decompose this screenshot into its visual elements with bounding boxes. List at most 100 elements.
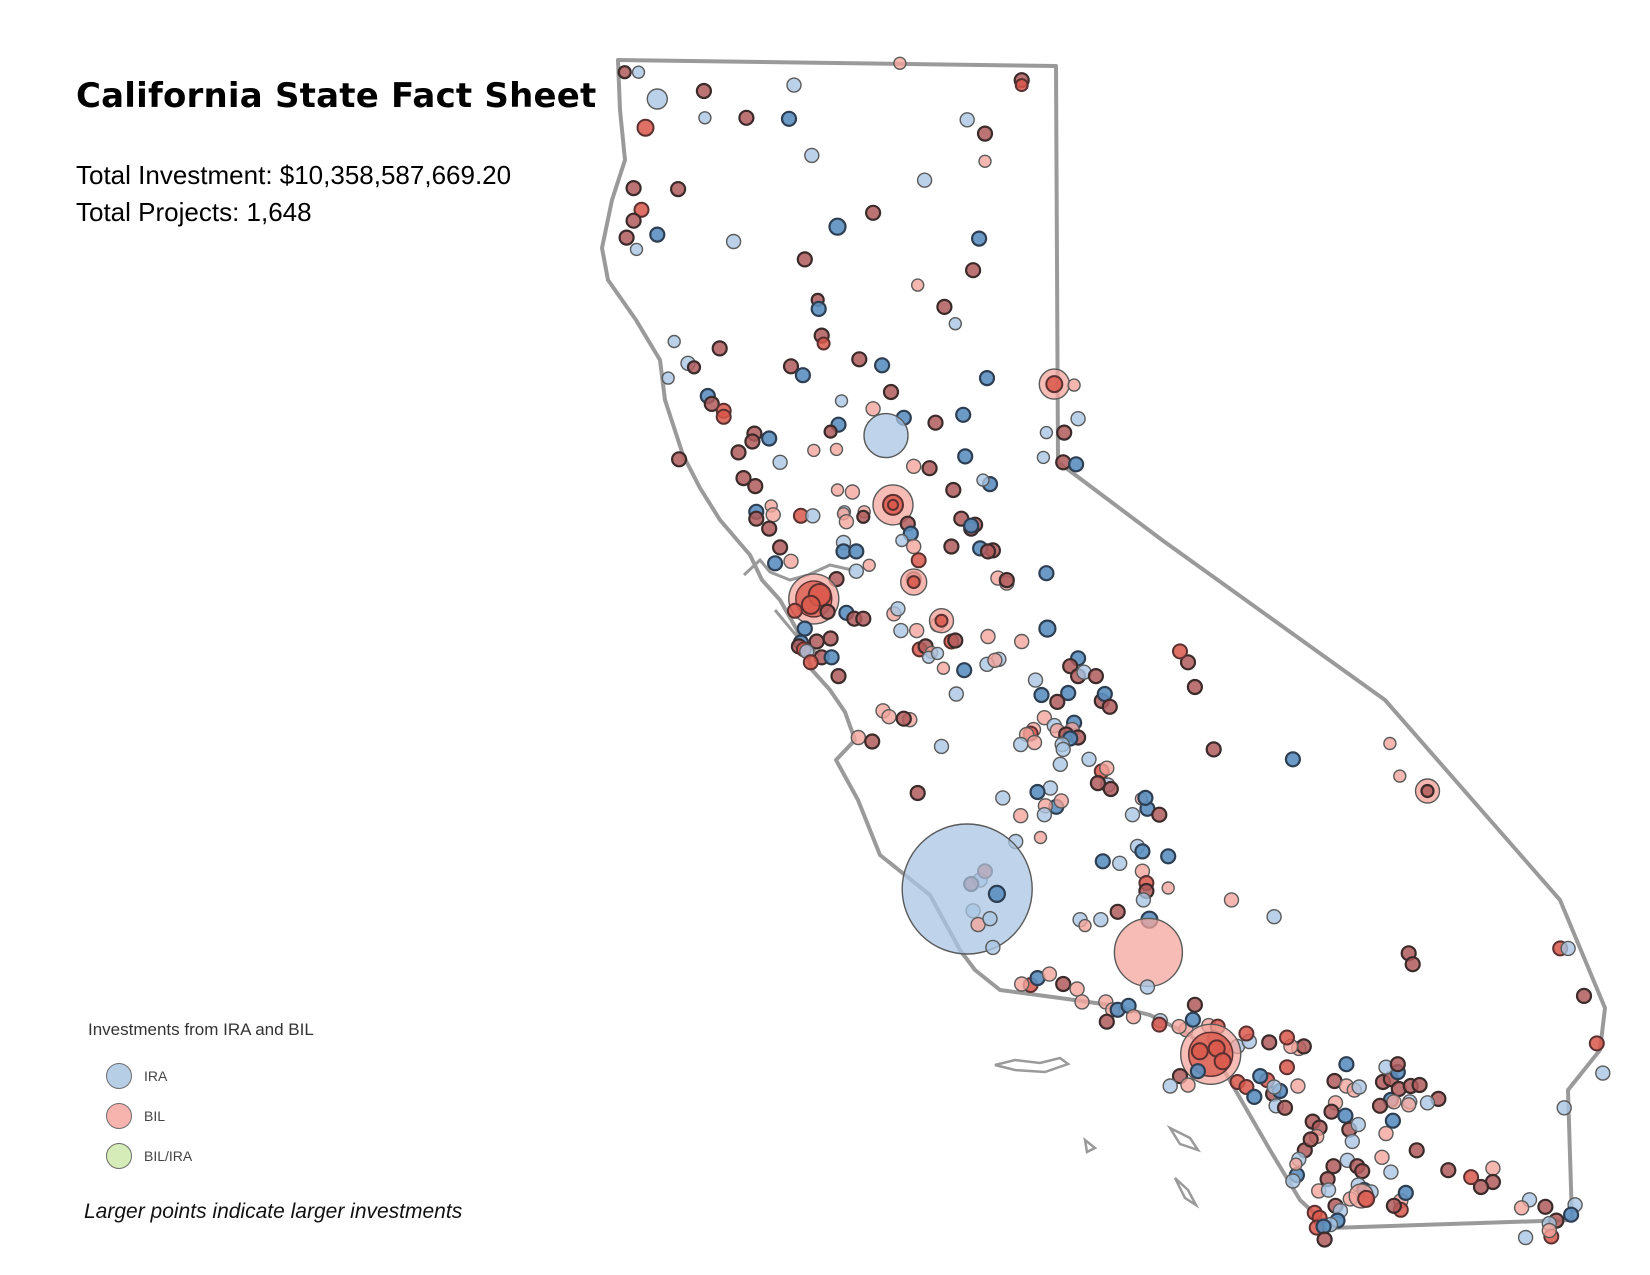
investment-point[interactable]: [823, 424, 838, 439]
investment-point[interactable]: [1411, 1076, 1428, 1094]
investment-point[interactable]: [823, 649, 840, 666]
investment-point[interactable]: [1266, 1079, 1282, 1095]
investment-point[interactable]: [1290, 1078, 1306, 1094]
investment-point[interactable]: [625, 180, 642, 197]
investment-point[interactable]: [909, 784, 926, 802]
investment-point[interactable]: [1161, 881, 1175, 895]
investment-point[interactable]: [976, 125, 994, 142]
investment-point[interactable]: [948, 686, 964, 702]
investment-point[interactable]: [1485, 1160, 1501, 1176]
investment-point[interactable]: [1350, 1116, 1367, 1133]
investment-point[interactable]: [1180, 1077, 1196, 1093]
investment-point[interactable]: [772, 454, 788, 470]
investment-point[interactable]: [980, 628, 996, 645]
investment-point[interactable]: [945, 481, 962, 499]
investment-point[interactable]: [1179, 654, 1197, 671]
investment-point[interactable]: [1089, 774, 1107, 792]
investment-point[interactable]: [1560, 940, 1576, 957]
investment-point[interactable]: [1060, 684, 1077, 702]
investment-point[interactable]: [1316, 1231, 1333, 1248]
investment-point[interactable]: [1113, 917, 1184, 988]
investment-point[interactable]: [943, 538, 960, 555]
investment-point[interactable]: [1383, 1164, 1399, 1180]
investment-point[interactable]: [936, 298, 953, 315]
investment-point[interactable]: [1074, 994, 1090, 1010]
investment-point[interactable]: [1385, 1197, 1403, 1214]
investment-point[interactable]: [828, 217, 847, 236]
investment-point[interactable]: [850, 729, 866, 746]
investment-point[interactable]: [987, 884, 1007, 904]
investment-point[interactable]: [1171, 1018, 1187, 1035]
investment-point[interactable]: [670, 451, 688, 468]
investment-point[interactable]: [1279, 1059, 1295, 1076]
investment-point[interactable]: [1036, 710, 1053, 726]
investment-point[interactable]: [982, 911, 998, 927]
investment-point[interactable]: [851, 351, 868, 368]
investment-point[interactable]: [978, 154, 992, 169]
investment-point[interactable]: [1056, 424, 1073, 441]
investment-point[interactable]: [1109, 903, 1126, 920]
investment-point[interactable]: [698, 111, 712, 125]
investment-point[interactable]: [1325, 1158, 1342, 1175]
investment-point[interactable]: [703, 395, 720, 412]
investment-point[interactable]: [1111, 855, 1128, 871]
investment-point[interactable]: [1053, 793, 1070, 809]
investment-point[interactable]: [995, 790, 1011, 806]
investment-point[interactable]: [906, 458, 922, 474]
investment-point[interactable]: [1595, 1065, 1611, 1081]
investment-point[interactable]: [1344, 1133, 1361, 1150]
investment-point[interactable]: [1337, 1107, 1354, 1124]
investment-point[interactable]: [890, 601, 906, 617]
investment-point[interactable]: [800, 594, 821, 615]
investment-point[interactable]: [1276, 1099, 1294, 1116]
investment-point[interactable]: [1397, 1184, 1414, 1202]
investment-point[interactable]: [1102, 780, 1119, 798]
investment-point[interactable]: [1266, 909, 1282, 925]
investment-point[interactable]: [1556, 1100, 1572, 1116]
investment-point[interactable]: [1067, 378, 1081, 392]
investment-point[interactable]: [744, 433, 761, 450]
investment-point[interactable]: [1070, 411, 1086, 427]
investment-point[interactable]: [863, 412, 909, 459]
investment-point[interactable]: [1038, 565, 1055, 582]
investment-point[interactable]: [864, 733, 881, 750]
investment-point[interactable]: [794, 367, 812, 384]
investment-point[interactable]: [1541, 1222, 1558, 1239]
investment-point[interactable]: [957, 448, 974, 465]
investment-point[interactable]: [819, 603, 836, 620]
investment-point[interactable]: [1386, 1094, 1402, 1110]
investment-point[interactable]: [1284, 751, 1302, 768]
investment-point[interactable]: [1562, 1206, 1580, 1223]
investment-point[interactable]: [921, 460, 938, 477]
investment-point[interactable]: [1027, 672, 1044, 688]
investment-point[interactable]: [1440, 1162, 1457, 1179]
investment-point[interactable]: [1081, 751, 1097, 767]
investment-point[interactable]: [976, 473, 990, 487]
investment-point[interactable]: [1055, 741, 1071, 758]
investment-point[interactable]: [1285, 1173, 1301, 1189]
investment-point[interactable]: [1252, 1067, 1269, 1085]
investment-point[interactable]: [1393, 769, 1407, 783]
investment-point[interactable]: [1029, 783, 1046, 801]
investment-point[interactable]: [1067, 456, 1085, 473]
investment-point[interactable]: [1184, 1011, 1202, 1028]
investment-point[interactable]: [1354, 1162, 1371, 1180]
investment-point[interactable]: [895, 533, 909, 548]
investment-point[interactable]: [646, 88, 668, 110]
investment-point[interactable]: [747, 478, 764, 495]
investment-point[interactable]: [1069, 981, 1085, 997]
investment-point[interactable]: [1190, 1042, 1209, 1061]
investment-point[interactable]: [765, 507, 781, 523]
investment-point[interactable]: [862, 558, 876, 572]
investment-point[interactable]: [970, 230, 988, 247]
investment-point[interactable]: [864, 204, 882, 221]
investment-point[interactable]: [1295, 1038, 1312, 1055]
investment-point[interactable]: [1087, 667, 1105, 685]
investment-point[interactable]: [985, 939, 1001, 956]
investment-point[interactable]: [998, 571, 1015, 589]
investment-point[interactable]: [1014, 633, 1030, 650]
investment-point[interactable]: [1419, 1095, 1436, 1111]
investment-point[interactable]: [916, 172, 933, 188]
investment-point[interactable]: [1098, 1013, 1115, 1030]
